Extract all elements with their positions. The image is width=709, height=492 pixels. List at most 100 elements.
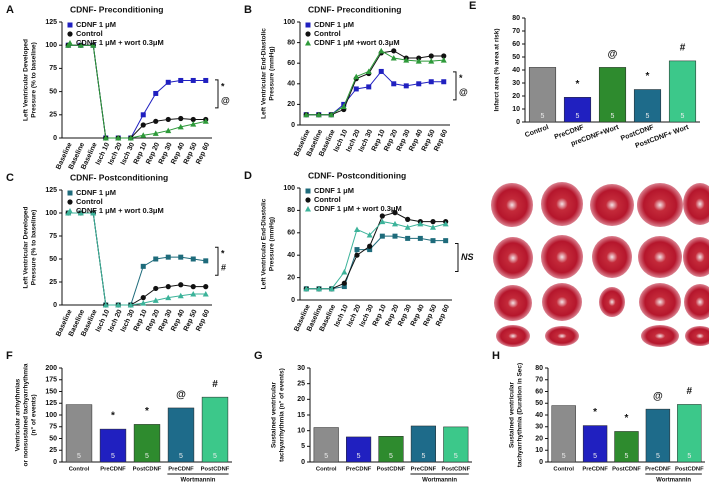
heart-slice [639,283,681,321]
heart-slice [684,284,709,320]
bar-annotation: * [625,413,629,424]
legend-label: CDNF 1 μM [314,20,354,29]
y-tick-label: 25 [49,112,57,119]
bar [563,97,592,123]
legend-label: CDNF 1 μM + wort 0.3μM [76,38,164,47]
n-label: 5 [454,453,458,460]
y-tick-label: 0 [301,459,305,466]
marker [90,42,97,48]
marker [77,42,84,48]
series-line [306,235,446,290]
marker [140,300,147,306]
n-label: 5 [357,453,361,460]
heart-slice [592,236,632,278]
marker [341,269,348,275]
marker [354,247,360,253]
heart-slice [542,283,582,321]
bar-annotation: * [576,79,580,90]
marker [443,238,449,244]
n-label: 5 [625,453,629,460]
marker [391,81,397,87]
marker [178,115,184,122]
y-tick-label: 175 [45,377,57,384]
marker [379,213,385,219]
marker [305,206,311,212]
heart-slice [683,183,709,225]
y-tick-label: 30 [535,424,543,431]
y-tick-label: 0 [53,135,57,142]
marker [430,238,436,244]
marker [428,53,434,59]
annotation: @ [459,87,468,97]
series-line [306,70,444,116]
marker [203,258,209,264]
series-line [68,44,206,139]
marker [379,218,386,225]
marker [353,73,360,80]
x-tick-label: PostCDNF [675,467,704,473]
n-label: 5 [681,113,685,120]
bar-annotation: # [680,43,686,54]
y-tick-label: 100 [283,185,295,192]
marker [203,284,209,290]
marker [178,77,184,83]
y-tick-label: 25 [297,381,305,388]
y-tick-label: 0 [516,119,520,126]
marker [405,235,411,241]
marker [127,135,134,141]
marker [353,86,359,92]
y-axis-label: Infarct area (% area at risk) [494,28,501,111]
bar [167,407,195,463]
n-label: 5 [541,113,545,120]
y-tick-label: 125 [45,400,57,407]
legend-label: CDNF 1 μM + wort 0.3μM [76,206,164,215]
legend-label: Control [314,29,341,38]
y-tick-label: 0 [53,302,57,309]
marker [403,83,409,89]
y-tick-label: 100 [45,412,57,419]
marker [305,40,311,46]
y-tick-label: 0 [291,122,295,129]
marker [190,290,197,297]
marker [102,135,109,141]
y-tick-label: 5 [301,443,305,450]
marker [392,210,398,216]
marker [428,58,435,64]
marker [67,208,73,214]
legend-label: CDNF 1 μM + wort 0.3μM [314,204,402,213]
n-label: 5 [324,453,328,460]
bar [528,67,557,123]
panel-letter: G [254,350,263,362]
heart-slice [599,287,625,317]
marker [165,254,171,260]
y-axis-label: Pressure (mmHg) [269,46,276,100]
y-tick-label: 50 [512,54,520,61]
heart-slice [638,236,682,278]
marker [404,224,411,230]
x-tick-label: PreCDNF [168,467,194,473]
marker [316,285,322,292]
marker [367,243,373,249]
y-tick-label: 40 [287,252,295,259]
marker [442,220,449,227]
bar-annotation: * [111,411,115,422]
heart-photos [490,178,709,348]
bar-annotation: * [145,406,149,417]
marker [178,254,184,260]
panel-letter: E [469,0,476,12]
chart-title: CDNF- Preconditioning [70,4,164,14]
y-tick-label: 80 [287,207,295,214]
series-line [306,212,446,290]
legend-label: CDNF 1 μM +wort 0.3μM [314,38,400,47]
marker [153,118,159,124]
marker [405,216,411,222]
bar-annotation: # [687,386,693,397]
n-label: 5 [562,453,566,460]
marker [140,295,146,301]
marker [203,77,209,83]
bar [614,431,639,463]
y-axis-label: Pressure (mmHg) [269,217,276,271]
x-tick-label: PreCDNF [411,467,437,473]
bar [313,427,339,463]
y-tick-label: 75 [49,233,57,240]
